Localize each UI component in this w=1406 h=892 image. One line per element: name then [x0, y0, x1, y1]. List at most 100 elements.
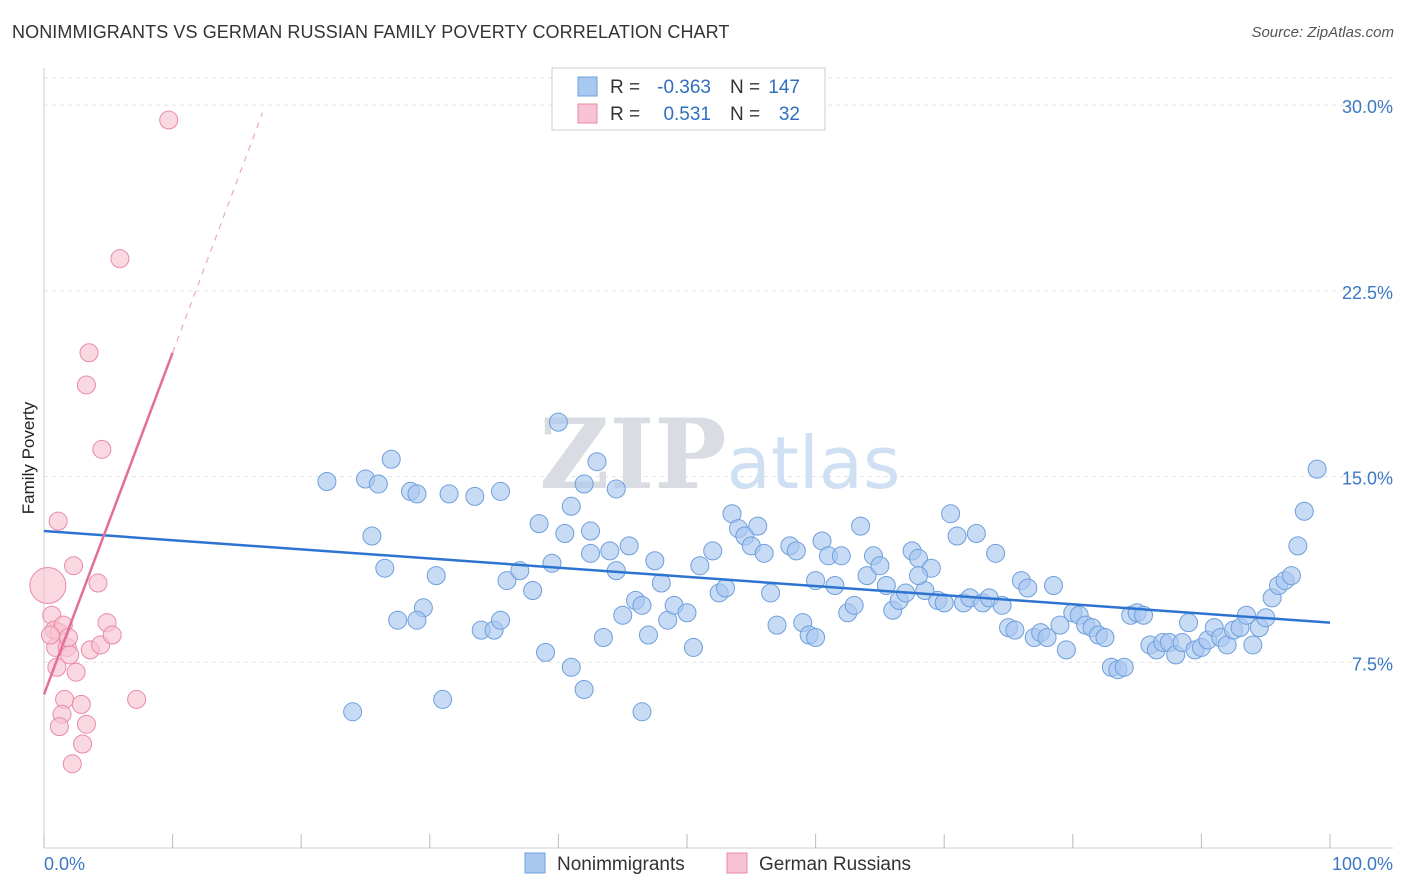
point-german-russians-6	[64, 556, 84, 576]
x-tick-label-min: 0.0%	[44, 854, 85, 874]
point-nonimmigrants-140	[1307, 459, 1327, 479]
legend-r-value-1: -0.363	[657, 77, 711, 98]
point-german-russians-28	[73, 734, 93, 754]
point-german-russians-2	[79, 343, 99, 363]
point-german-russians-30	[40, 625, 60, 645]
point-german-russians-23	[71, 694, 91, 714]
y-tick-labels: 7.5% 15.0% 22.5% 30.0%	[1342, 97, 1393, 674]
point-nonimmigrants-7	[465, 486, 485, 506]
point-nonimmigrants-27	[536, 642, 556, 662]
point-nonimmigrants-9	[529, 514, 549, 534]
point-nonimmigrants-48	[703, 541, 723, 561]
point-nonimmigrants-46	[683, 637, 703, 657]
point-nonimmigrants-69	[844, 595, 864, 615]
legend-n-value-2: 32	[779, 104, 800, 125]
point-nonimmigrants-84	[941, 504, 961, 524]
point-nonimmigrants-100	[1044, 576, 1064, 596]
point-nonimmigrants-26	[523, 580, 543, 600]
point-nonimmigrants-34	[600, 541, 620, 561]
point-nonimmigrants-70	[851, 516, 871, 536]
source-label: Source: ZipAtlas.com	[1251, 24, 1394, 41]
point-nonimmigrants-131	[1243, 635, 1263, 655]
y-tick-label-2: 22.5%	[1342, 283, 1393, 303]
point-nonimmigrants-83	[934, 593, 954, 613]
point-nonimmigrants-11	[561, 496, 581, 516]
trend-line-dashed-1	[172, 112, 264, 353]
point-nonimmigrants-108	[1095, 628, 1115, 648]
bottom-legend-label-nonimmigrants: Nonimmigrants	[557, 854, 685, 875]
point-german-russians-7	[88, 573, 108, 593]
point-nonimmigrants-14	[606, 479, 626, 499]
point-german-russians-19	[102, 625, 122, 645]
point-nonimmigrants-91	[986, 543, 1006, 563]
point-nonimmigrants-0	[317, 472, 337, 492]
y-axis-title: Family Poverty	[19, 401, 38, 514]
trend-lines	[42, 112, 1331, 695]
point-german-russians-26	[76, 714, 96, 734]
point-nonimmigrants-24	[497, 571, 517, 591]
point-nonimmigrants-96	[1018, 578, 1038, 598]
watermark: ZIPatlas	[539, 398, 900, 511]
y-tick-label-3: 30.0%	[1342, 97, 1393, 117]
point-nonimmigrants-33	[593, 628, 613, 648]
point-german-russians-29	[62, 754, 82, 774]
y-tick-label-1: 15.0%	[1342, 469, 1393, 489]
legend-r-value-2: 0.531	[663, 104, 711, 125]
legend-r-label-2: R =	[610, 104, 640, 125]
point-nonimmigrants-39	[632, 702, 652, 722]
point-nonimmigrants-138	[1288, 536, 1308, 556]
point-nonimmigrants-121	[1179, 613, 1199, 633]
point-nonimmigrants-101	[1050, 615, 1070, 635]
point-nonimmigrants-143	[581, 521, 601, 541]
point-nonimmigrants-60	[786, 541, 806, 561]
point-nonimmigrants-30	[561, 657, 581, 677]
point-nonimmigrants-36	[613, 605, 633, 625]
point-german-russians-4	[92, 439, 112, 459]
point-nonimmigrants-10	[548, 412, 568, 432]
point-nonimmigrants-139	[1294, 501, 1314, 521]
point-nonimmigrants-42	[651, 573, 671, 593]
trend-line-0	[43, 529, 1331, 624]
point-nonimmigrants-102	[1056, 640, 1076, 660]
point-nonimmigrants-20	[433, 689, 453, 709]
legend-swatch-german-russians	[577, 103, 598, 124]
legend-r-label-1: R =	[610, 77, 640, 98]
point-nonimmigrants-141	[407, 610, 427, 630]
bottom-legend-swatch-nonimmigrants	[524, 852, 546, 874]
x-tick-label-max: 100.0%	[1332, 854, 1393, 874]
point-nonimmigrants-85	[947, 526, 967, 546]
point-nonimmigrants-12	[574, 474, 594, 494]
point-nonimmigrants-13	[587, 452, 607, 472]
point-german-russians-1	[110, 249, 130, 269]
point-nonimmigrants-31	[574, 680, 594, 700]
point-nonimmigrants-28	[542, 553, 562, 573]
point-nonimmigrants-2	[368, 474, 388, 494]
point-nonimmigrants-23	[491, 610, 511, 630]
bottom-legend-label-german-russians: German Russians	[759, 854, 911, 875]
point-german-russians-24	[127, 689, 147, 709]
point-nonimmigrants-71	[857, 566, 877, 586]
point-nonimmigrants-67	[831, 546, 851, 566]
point-nonimmigrants-55	[748, 516, 768, 536]
point-nonimmigrants-94	[1005, 620, 1025, 640]
point-nonimmigrants-145	[908, 566, 928, 586]
point-nonimmigrants-16	[375, 558, 395, 578]
point-nonimmigrants-144	[806, 628, 826, 648]
point-german-russians-8	[29, 567, 67, 605]
point-nonimmigrants-47	[690, 556, 710, 576]
point-nonimmigrants-3	[381, 449, 401, 469]
series-legend: Nonimmigrants German Russians	[524, 852, 911, 875]
y-tick-label-0: 7.5%	[1352, 654, 1393, 674]
point-nonimmigrants-111	[1114, 657, 1134, 677]
point-nonimmigrants-142	[343, 702, 363, 722]
point-nonimmigrants-6	[439, 484, 459, 504]
point-nonimmigrants-37	[619, 536, 639, 556]
point-nonimmigrants-58	[767, 615, 787, 635]
stats-legend: R = -0.363 N = 147 R = 0.531 N = 32	[551, 67, 826, 131]
point-nonimmigrants-29	[555, 524, 575, 544]
point-nonimmigrants-15	[362, 526, 382, 546]
point-german-russians-3	[76, 375, 96, 395]
point-nonimmigrants-50	[716, 578, 736, 598]
point-nonimmigrants-99	[1037, 628, 1057, 648]
